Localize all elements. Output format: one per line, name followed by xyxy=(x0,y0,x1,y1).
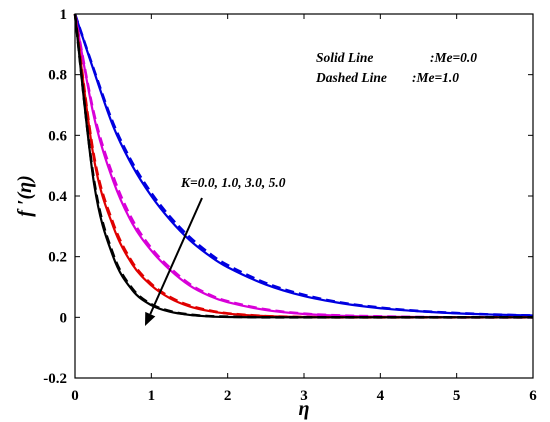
y-tick-label: 0.8 xyxy=(48,68,67,84)
y-axis-label: f ′(η) xyxy=(14,175,36,217)
y-tick-label: 0.4 xyxy=(48,189,67,205)
legend-label-solid: Solid Line xyxy=(316,50,373,65)
y-tick-label: 0.6 xyxy=(48,128,67,144)
x-tick-label: 3 xyxy=(300,388,308,404)
x-tick-label: 6 xyxy=(529,388,537,404)
y-tick-label: -0.2 xyxy=(43,371,67,387)
series-layer xyxy=(73,13,534,319)
plot-frame xyxy=(74,13,534,379)
x-axis-label: η xyxy=(299,398,310,420)
x-tick-label: 5 xyxy=(453,388,461,404)
trend-arrow-head xyxy=(145,311,156,326)
trend-arrow-shaft xyxy=(149,197,203,315)
trend-arrow xyxy=(145,197,203,326)
line-style-legend: Solid Line :Me=0.0 Dashed Line :Me=1.0 xyxy=(315,50,477,85)
x-tick-label: 0 xyxy=(71,388,79,404)
x-tick-label: 4 xyxy=(377,388,385,404)
series-line-1-dashed xyxy=(73,13,534,317)
legend-value-dashed: :Me=1.0 xyxy=(412,70,459,85)
ticks-layer: 0 1 2 3 4 5 6-0.200.20.40.60.81 xyxy=(43,7,537,404)
arrow-annotation-label: K=0.0, 1.0, 3.0, 5.0 xyxy=(180,175,286,190)
legend-value-solid: :Me=0.0 xyxy=(430,50,477,65)
x-tick-label: 2 xyxy=(224,388,232,404)
y-tick-label: 1 xyxy=(60,7,68,23)
y-tick-label: 0 xyxy=(60,310,68,326)
series-line-3-dashed xyxy=(73,13,533,319)
series-line-7-dashed xyxy=(73,13,533,319)
legend-label-dashed: Dashed Line xyxy=(315,70,387,85)
y-tick-label: 0.2 xyxy=(48,250,67,266)
x-tick-label: 1 xyxy=(148,388,156,404)
